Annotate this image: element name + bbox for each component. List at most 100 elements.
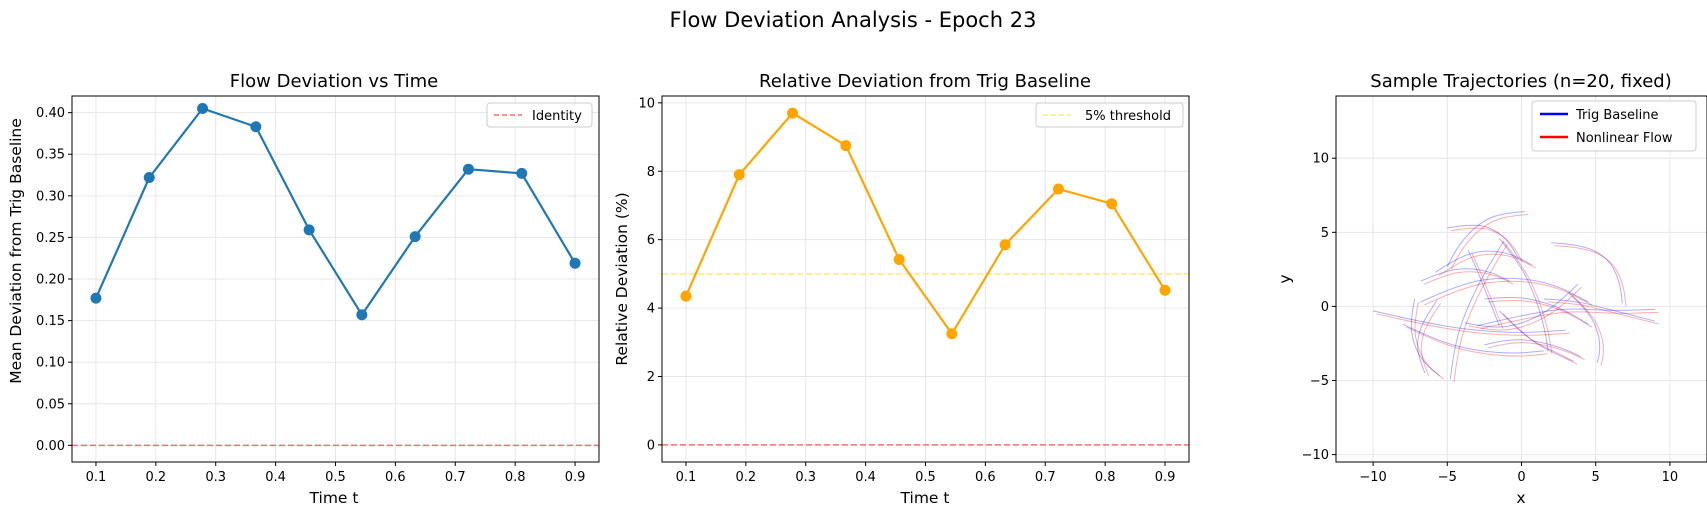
relative-deviation-panel: Relative Deviation from Trig Baseline Ti… [613,71,1190,507]
grid [662,96,1189,462]
axes-frame [661,95,1190,463]
nonlinear-flow-trajectory [1471,252,1504,329]
y-axis-label: Mean Deviation from Trig Baseline [7,118,25,384]
y-tick-label: 0.05 [36,397,65,412]
panel-title: Relative Deviation from Trig Baseline [759,71,1091,92]
trig-baseline-trajectory [1420,268,1510,282]
trig-baseline-trajectory [1447,224,1519,260]
data-point [893,254,905,266]
data-point [999,239,1011,251]
y-tick-label: 0.10 [36,356,65,371]
data-point [1052,183,1064,195]
y-tick-label: 6 [647,233,655,248]
series-line [684,111,1166,335]
trig-baseline-trajectory [1402,323,1544,354]
nonlinear-flow-trajectory [1554,245,1627,307]
x-tick-label: 5 [1592,470,1600,485]
x-tick-label: 0.6 [975,470,996,485]
nonlinear-flow-trajectory [1547,301,1659,325]
grid [72,96,599,462]
nonlinear-flow-trajectory [1502,240,1553,354]
legend: Trig Baseline Nonlinear Flow [1531,100,1697,152]
x-tick-label: 0.8 [505,470,526,485]
trig-baseline-trajectory [1476,308,1656,327]
trig-baseline-trajectory [1372,310,1567,333]
trig-baseline-trajectory [1435,250,1533,273]
data-point [143,172,155,184]
axes-frame [71,95,600,463]
trig-baseline-trajectory [1410,298,1441,377]
x-tick-label: −10 [1359,470,1386,485]
legend-label-threshold: 5% threshold [1085,109,1171,124]
nonlinear-flow-trajectory [1450,214,1529,270]
y-tick-label: 8 [647,165,655,180]
trig-baseline-trajectory [1568,292,1601,363]
legend-label-identity: Identity [532,109,582,124]
legend: Identity [486,102,593,128]
axes-frame [1335,95,1707,463]
x-tick-label: 0.7 [1035,470,1056,485]
nonlinear-flow-trajectory [1502,313,1578,365]
x-tick-label: 0.5 [915,470,936,485]
data-point [250,121,262,133]
trig-baseline-trajectory [1498,310,1574,362]
x-tick-label: 0.4 [855,470,876,485]
nonlinear-flow-trajectory [1480,311,1659,330]
y-tick-label: −10 [1302,448,1329,463]
nonlinear-flow-trajectory [1420,303,1442,377]
figure-title: Flow Deviation Analysis - Epoch 23 [670,8,1037,32]
y-axis-label: Relative Deviation (%) [613,192,631,365]
nonlinear-flow-trajectory [1450,227,1523,263]
legend-label-nonlinear-flow: Nonlinear Flow [1576,131,1673,146]
trig-baseline-trajectory [1484,339,1582,358]
y-tick-label: 0.30 [36,189,65,204]
data-point [733,169,745,181]
y-tick-label: 0 [647,438,655,453]
x-tick-label: 0.2 [145,470,166,485]
data-point [197,102,209,114]
nonlinear-flow-trajectory [1468,286,1582,331]
data-point [1106,198,1118,210]
data-point [516,167,528,179]
nonlinear-flow-trajectory [1438,253,1536,276]
y-tick-label: 0.40 [36,106,65,121]
data-point [680,290,692,302]
y-tick-label: 4 [647,302,655,317]
nonlinear-flow-trajectory [1487,342,1585,361]
trig-baseline-trajectory [1551,242,1623,304]
trig-baseline-trajectory [1484,297,1589,325]
x-axis-label: x [1516,489,1525,507]
trig-baseline-trajectory [1464,283,1579,328]
data-point [946,328,958,340]
trig-baseline-trajectory [1446,211,1525,267]
x-tick-label: 0.9 [1155,470,1176,485]
data-point [303,224,315,236]
legend-label-trig-baseline: Trig Baseline [1575,108,1659,123]
tick-labels: 0.1 0.2 0.3 0.4 0.5 0.6 0.7 0.8 0.9 0 2 4 6 8 10 [638,96,1175,485]
y-tick-label: 0.20 [36,273,65,288]
y-axis-label: y [1276,274,1294,283]
trig-baseline-trajectory [1417,300,1438,374]
data-point [90,292,102,304]
trig-baseline-trajectory [1543,298,1656,322]
x-tick-label: 0.6 [385,470,406,485]
deviation-vs-time-panel: Flow Deviation vs Time Time t Mean Devia… [7,71,600,507]
x-tick-label: 10 [1662,470,1679,485]
trig-baseline-trajectory [1467,249,1500,326]
nonlinear-flow-trajectory [1424,280,1593,306]
nonlinear-flow-trajectory [1572,295,1604,366]
y-tick-label: 2 [647,370,655,385]
tick-labels: 0.1 0.2 0.3 0.4 0.5 0.6 0.7 0.8 0.9 0.00 0.05 0.10 0… [36,106,585,485]
panel-title: Flow Deviation vs Time [230,71,438,92]
nonlinear-flow-trajectory [1424,271,1514,285]
data-point [1159,284,1171,296]
trig-baseline-trajectory [1449,240,1505,380]
x-tick-label: 0.3 [205,470,226,485]
y-tick-label: 0.15 [36,314,65,329]
trig-baseline-trajectory [1498,237,1549,351]
x-tick-label: 0.1 [676,470,697,485]
y-tick-label: 10 [638,96,655,111]
plot-marks [72,102,599,447]
x-tick-label: 0.7 [445,470,466,485]
